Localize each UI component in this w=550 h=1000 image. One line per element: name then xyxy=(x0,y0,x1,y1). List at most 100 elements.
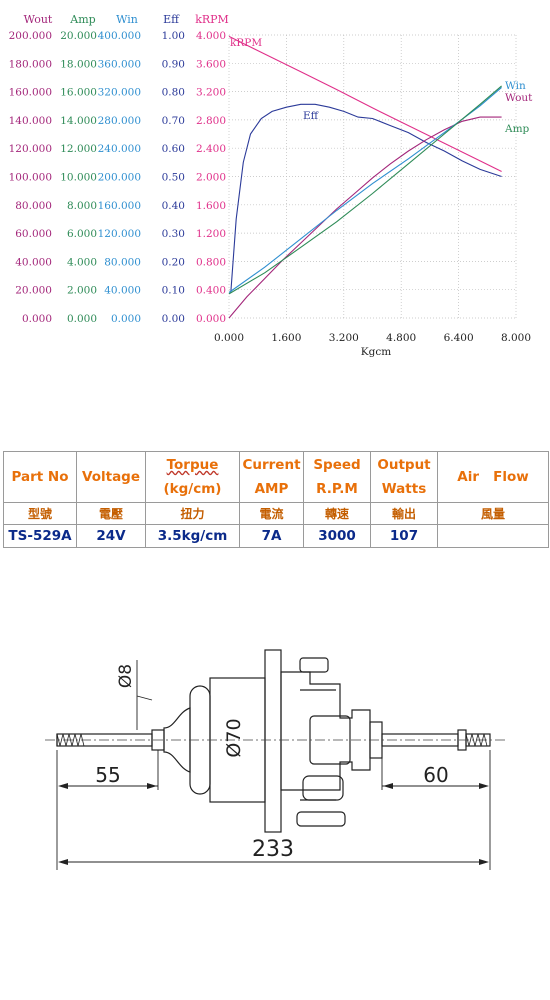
y-tick-label: 2.400 xyxy=(196,143,226,155)
cn-air-flow: 風量 xyxy=(437,502,549,525)
cn-part-no: 型號 xyxy=(3,502,77,525)
series-label-amp: Amp xyxy=(504,123,530,135)
cn-speed: 轉速 xyxy=(303,502,371,525)
y-tick-label: 80.000 xyxy=(104,256,141,268)
y-tick-label: 0.10 xyxy=(162,285,185,297)
y-tick-label: 0.400 xyxy=(196,285,226,297)
y-tick-label: 0.000 xyxy=(196,313,226,325)
dim-shaft-diameter: Ø8 xyxy=(116,664,136,688)
cn-voltage: 電壓 xyxy=(76,502,146,525)
y-tick-label: 20.000 xyxy=(15,285,52,297)
chart-y-axes: Wout 0.000 20.000 40.000 60.000 80.000 100.000… xyxy=(9,13,229,325)
y-tick-label: 0.00 xyxy=(162,313,185,325)
series-label-eff: Eff xyxy=(303,110,320,122)
series-label-wout: Wout xyxy=(505,92,533,104)
mounting-flange xyxy=(264,649,282,833)
axis-header-eff: Eff xyxy=(163,13,180,26)
y-tick-label: 40.000 xyxy=(15,256,52,268)
y-tick-label: 320.000 xyxy=(98,87,141,99)
y-tick-label: 160.000 xyxy=(9,87,52,99)
header-air-flow: Air Flow xyxy=(437,451,549,503)
dim-left-shaft: 55 xyxy=(95,763,120,787)
dimension-lines xyxy=(56,660,491,870)
y-tick-label: 0.90 xyxy=(162,58,185,70)
dim-body-diameter: Ø70 xyxy=(223,718,245,757)
x-axis-label: Kgcm xyxy=(361,346,391,358)
series-line-krpm xyxy=(228,35,502,172)
y-tick-label: 14.000 xyxy=(60,115,97,127)
axis-header-wout: Wout xyxy=(24,13,53,26)
y-tick-label: 0.70 xyxy=(162,115,185,127)
y-tick-label: 180.000 xyxy=(9,58,52,70)
y-tick-label: 2.800 xyxy=(196,115,226,127)
y-tick-label: 0.000 xyxy=(22,313,52,325)
x-tick-label: 3.200 xyxy=(329,332,359,344)
series-label-win: Win xyxy=(505,80,526,92)
axis-header-krpm: kRPM xyxy=(195,13,229,26)
y-tick-label: 0.80 xyxy=(162,87,185,99)
value-part-no: TS-529A xyxy=(3,524,77,548)
header-current: Current AMP xyxy=(239,451,304,503)
y-tick-label: 4.000 xyxy=(196,30,226,42)
y-tick-label: 0.000 xyxy=(67,313,97,325)
header-speed: Speed R.P.M xyxy=(303,451,371,503)
y-tick-label: 100.000 xyxy=(9,172,52,184)
y-tick-label: 60.000 xyxy=(15,228,52,240)
y-tick-label: 40.000 xyxy=(104,285,141,297)
x-tick-label: 4.800 xyxy=(386,332,416,344)
series-line-eff xyxy=(230,103,502,293)
y-tick-label: 1.600 xyxy=(196,200,226,212)
cn-current: 電流 xyxy=(239,502,304,525)
gearbox-housing xyxy=(280,657,371,827)
y-tick-label: 8.000 xyxy=(67,200,97,212)
value-current: 7A xyxy=(239,524,304,548)
table-row: TS-529A 24V 3.5kg/cm 7A 3000 107 xyxy=(3,524,549,548)
y-tick-label: 0.40 xyxy=(162,200,185,212)
y-tick-label: 280.000 xyxy=(98,115,141,127)
x-tick-label: 1.600 xyxy=(271,332,301,344)
header-output: Output Watts xyxy=(370,451,438,503)
value-output: 107 xyxy=(370,524,438,548)
y-tick-label: 12.000 xyxy=(60,143,97,155)
y-tick-label: 20.000 xyxy=(60,30,97,42)
chart-grid xyxy=(228,34,517,319)
y-tick-label: 360.000 xyxy=(98,58,141,70)
series-line-amp xyxy=(228,85,502,295)
y-tick-label: 16.000 xyxy=(60,87,97,99)
dim-right-shaft: 60 xyxy=(423,763,448,787)
y-tick-label: 0.20 xyxy=(162,256,185,268)
value-speed: 3000 xyxy=(303,524,371,548)
x-tick-label: 6.400 xyxy=(444,332,474,344)
y-tick-label: 80.000 xyxy=(15,200,52,212)
y-tick-label: 1.200 xyxy=(196,228,226,240)
value-air-flow xyxy=(437,524,549,548)
y-tick-label: 0.60 xyxy=(162,143,185,155)
value-torque: 3.5kg/cm xyxy=(145,524,240,548)
y-tick-label: 1.00 xyxy=(162,30,185,42)
y-tick-label: 0.30 xyxy=(162,228,185,240)
x-tick-label: 0.000 xyxy=(214,332,244,344)
y-tick-label: 6.000 xyxy=(67,228,97,240)
series-label-krpm: kRPM xyxy=(230,37,262,49)
cn-torque: 扭力 xyxy=(145,502,240,525)
header-torque: Torpue (kg/cm) xyxy=(145,451,240,503)
y-tick-label: 0.000 xyxy=(111,313,141,325)
motor-dimension-drawing: 233 55 60 Ø8 Ø70 xyxy=(45,649,505,870)
y-tick-label: 0.800 xyxy=(196,256,226,268)
dim-total-length: 233 xyxy=(252,837,294,862)
y-tick-label: 18.000 xyxy=(60,58,97,70)
y-tick-label: 160.000 xyxy=(98,200,141,212)
axis-header-win: Win xyxy=(116,13,138,26)
y-tick-label: 0.50 xyxy=(162,172,185,184)
cn-output: 輸出 xyxy=(370,502,438,525)
y-tick-label: 120.000 xyxy=(9,143,52,155)
y-tick-label: 4.000 xyxy=(67,256,97,268)
dimension-arrows xyxy=(58,783,489,865)
header-part-no: Part No xyxy=(3,451,77,503)
y-tick-label: 240.000 xyxy=(98,143,141,155)
y-tick-label: 200.000 xyxy=(9,30,52,42)
spec-table: Part No Voltage Torpue (kg/cm) Current AMP… xyxy=(3,451,549,548)
y-tick-label: 2.000 xyxy=(67,285,97,297)
y-tick-label: 140.000 xyxy=(9,115,52,127)
